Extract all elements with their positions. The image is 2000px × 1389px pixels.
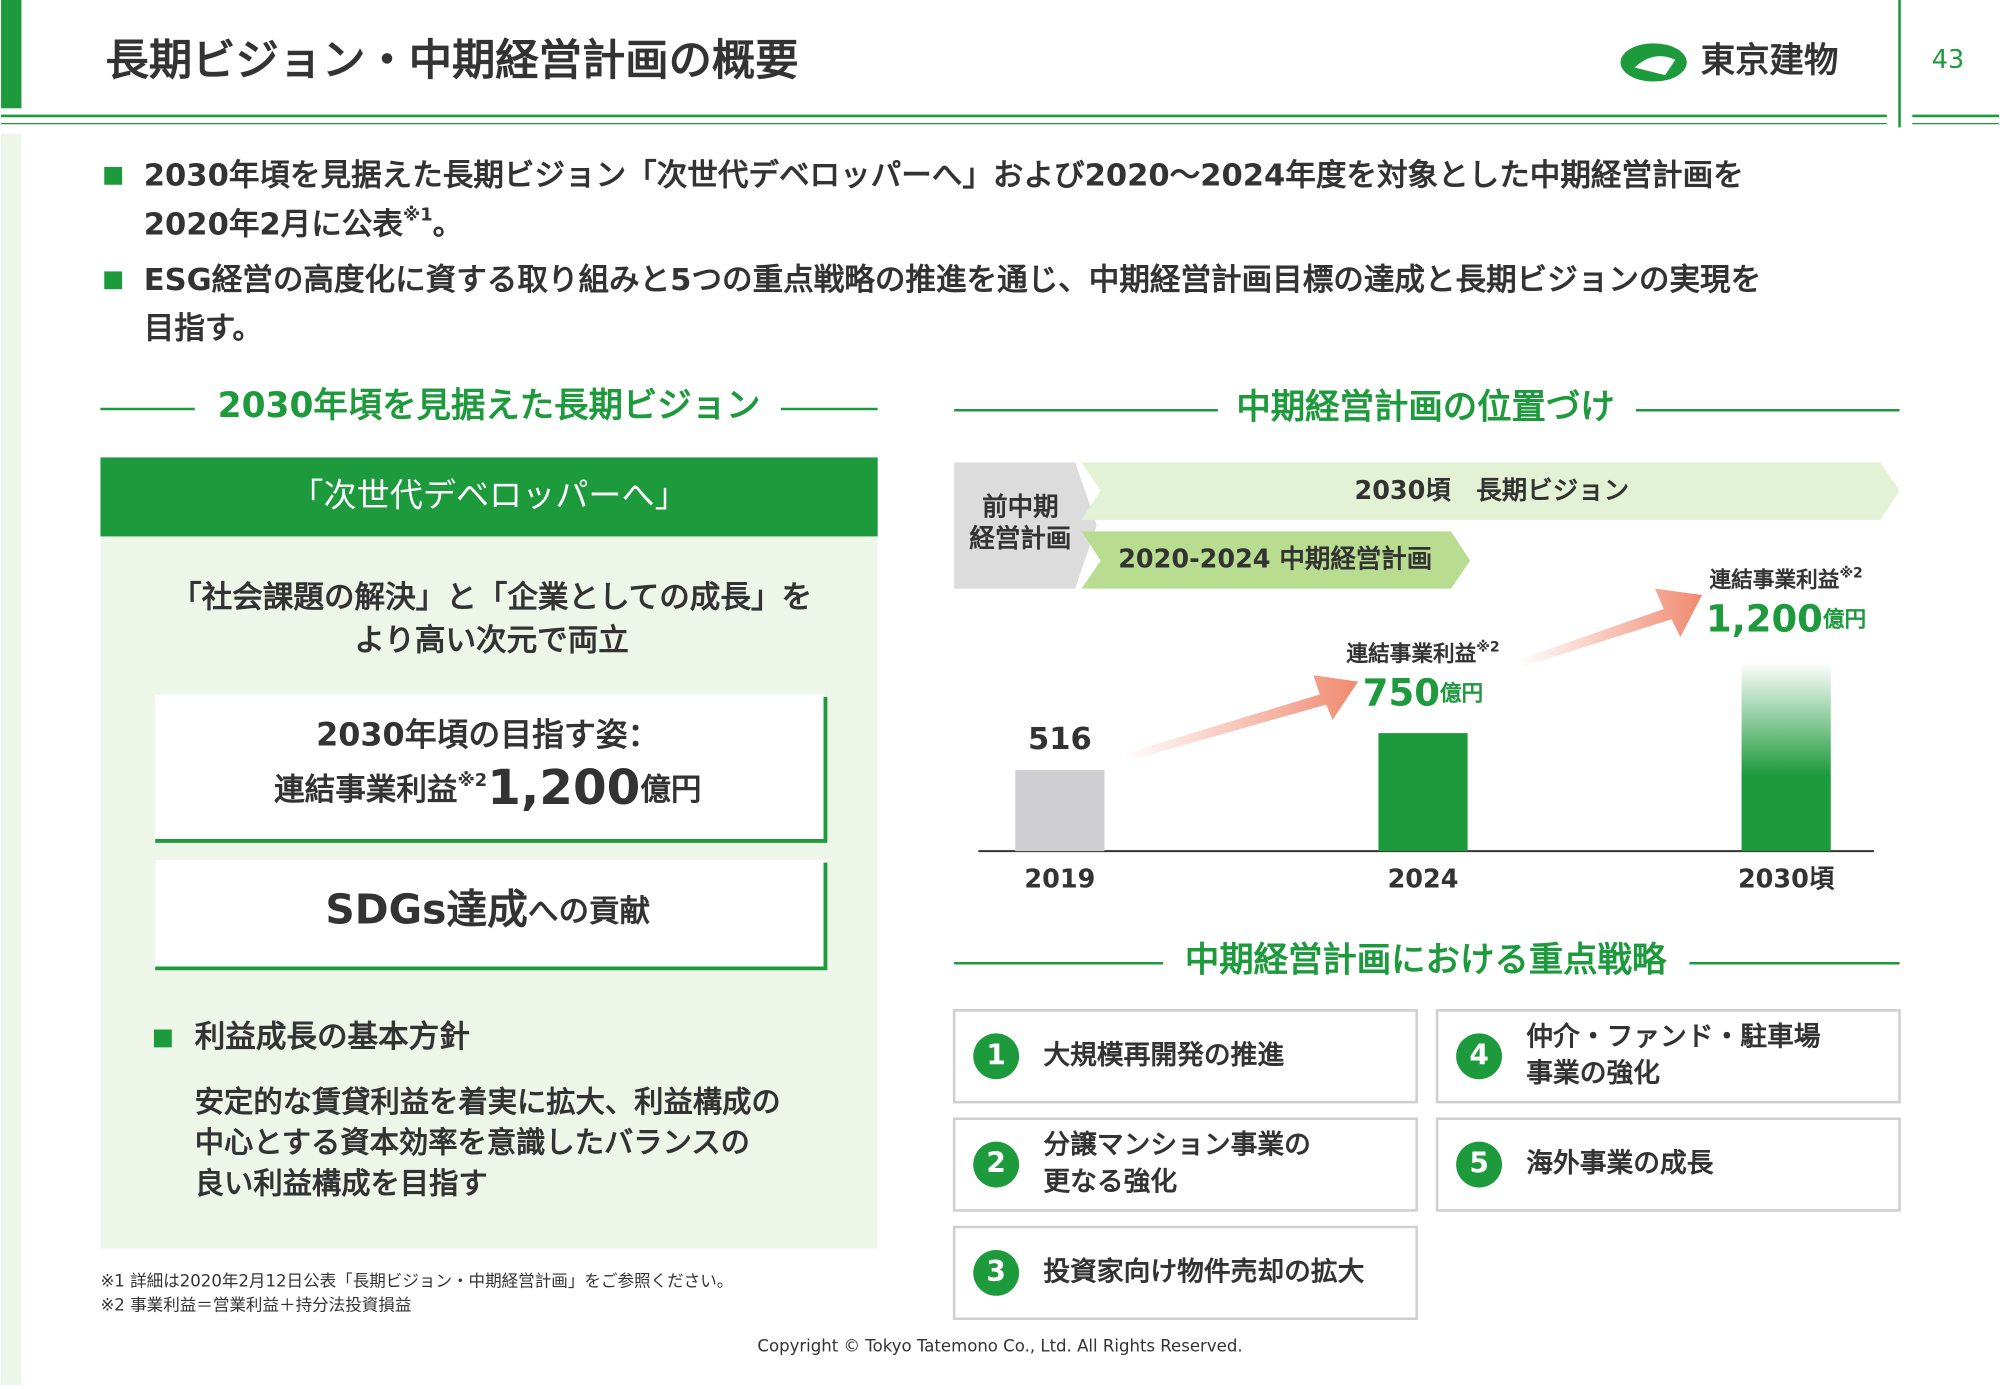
mid-plan-text: 2020-2024 中期経営計画 [1118,545,1432,575]
policy-text: 中心とする資本効率を意識したバランスの [195,1126,750,1160]
bullet-text: 目指す。 [144,312,263,347]
value-label: 750億円 [1363,671,1483,714]
profit-label: 連結事業利益※2 [1709,565,1862,593]
strategy-badge [1456,1033,1503,1080]
strategy-number: 5 [1469,1147,1489,1180]
label: 連結事業利益 [1346,641,1476,667]
footnote: ※1 詳細は2020年2月12日公表「長期ビジョン・中期経営計画」をご参照くださ… [100,1271,733,1290]
strategy-number: 4 [1469,1038,1489,1071]
banner-text: 「次世代デベロッパーへ」 [290,475,687,514]
strategy-badge [973,1141,1020,1188]
growth-arrow [1122,675,1359,761]
copyright: Copyright © Tokyo Tatemono Co., Ltd. All… [757,1336,1242,1355]
bar [1741,662,1831,852]
value-label: 1,200億円 [1706,597,1866,640]
strategy-box [952,1009,1418,1104]
box-border [155,862,828,971]
x-tick-label: 2030頃 [1738,864,1835,894]
strategy-badge [973,1249,1020,1296]
strategy-text: 事業の強化 [1526,1058,1660,1089]
header-rule [1,114,1999,125]
bullet [153,1029,172,1048]
strategy-box [1435,1117,1901,1212]
logo-mark [1634,56,1676,76]
policy-text: 安定的な賃貸利益を着実に拡大、利益構成の [195,1085,781,1119]
section-heading: 2030年頃を見据えた長期ビジョン [218,386,761,426]
strategy-badge [973,1033,1020,1080]
vision-banner [100,457,878,537]
strategy-text: 仲介・ファンド・駐車場 [1526,1021,1821,1052]
value-label: 516 [1028,722,1092,757]
x-tick-label: 2019 [1024,864,1095,894]
profit-label: 連結事業利益※2 [1346,639,1499,667]
strategy-number: 3 [986,1255,1006,1288]
x-tick-label: 2024 [1388,864,1459,894]
policy-text: 良い利益構成を目指す [195,1166,488,1200]
strategy-text: 海外事業の成長 [1526,1148,1714,1179]
page-number: 43 [1932,45,1964,75]
mid-plan-arrow [1081,531,1471,589]
bullet [104,271,123,290]
growth-arrow [1517,588,1703,667]
bullet [104,166,123,185]
strategy-text: 分譲マンション事業の [1043,1129,1311,1161]
label: 連結事業利益 [1709,567,1839,593]
policy-title: 利益成長の基本方針 [195,1019,470,1055]
sdgs-box [155,860,826,969]
chart: 20195162024連結事業利益※2750億円2030頃連結事業利益※21,2… [1015,565,1866,894]
footnote: ※2 事業利益＝営業利益＋持分法投資損益 [100,1296,411,1315]
box-border [155,696,828,843]
strategy-number: 2 [986,1147,1006,1180]
bar [1378,733,1468,852]
bullet-text: 2020年2月に公表※1。 [144,204,463,242]
strategy-text: 大規模再開発の推進 [1043,1040,1284,1071]
bullet-text: 2030年頃を見据えた長期ビジョン「次世代デベロッパーへ」および2020～202… [144,158,1744,194]
bullet-text: ESG経営の高度化に資する取り組みと5つの重点戦略の推進を通じ、中期経営計画目標… [144,262,1761,298]
logo-text: 東京建物 [1701,41,1839,81]
vision-text: 「社会課題の解決」と「企業としての成長」を [171,579,812,615]
goal-text: 連結事業利益※21,200億円 [274,760,701,816]
strategy-text: 投資家向け物件売却の拡大 [1043,1255,1364,1287]
previous-text: 経営計画 [969,524,1071,554]
goal-title: 2030年頃の目指す姿： [316,715,659,753]
strategy-box [952,1225,1418,1321]
value: 1,200 [1706,597,1823,640]
unit: 億円 [1440,680,1483,706]
previous-plan [954,462,1097,589]
strategy-text: 更なる強化 [1043,1167,1177,1198]
bar [1015,769,1105,852]
strategy-badge [1456,1141,1503,1188]
strategy-box [1435,1009,1901,1104]
note: ※2 [1839,565,1862,581]
sdgs-text: SDGs達成への貢献 [325,885,650,933]
long-vision-arrow [1081,462,1900,520]
header-accent [1,0,22,109]
value: 750 [1363,671,1440,714]
section-heading: 中期経営計画における重点戦略 [1185,940,1667,980]
goal-box [155,694,826,841]
heading-rule [100,407,1900,965]
strategy-number: 1 [986,1038,1006,1071]
section-heading: 中期経営計画の位置づけ [1236,388,1614,428]
page-title: 長期ビジョン・中期経営計画の概要 [106,36,799,86]
side-strip [1,133,22,1385]
strategy-box [952,1117,1418,1212]
unit: 億円 [1823,607,1866,633]
vision-text: より高い次元で両立 [354,624,628,659]
long-vision-text: 2030頃 長期ビジョン [1355,476,1630,506]
note: ※2 [1476,639,1499,655]
previous-text: 前中期 [982,492,1058,522]
